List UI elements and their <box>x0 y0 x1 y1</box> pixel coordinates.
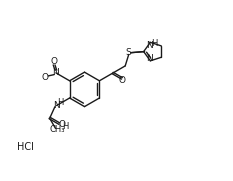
Text: O: O <box>41 73 48 82</box>
Text: H: H <box>57 98 64 107</box>
Text: H: H <box>152 39 158 48</box>
Text: N: N <box>53 101 60 110</box>
Text: N: N <box>52 68 59 77</box>
Text: O: O <box>119 76 126 85</box>
Text: HCl: HCl <box>17 142 33 152</box>
Text: N: N <box>147 41 153 50</box>
Text: O: O <box>51 57 58 66</box>
Text: H: H <box>62 122 69 131</box>
Text: O: O <box>58 120 65 129</box>
Text: CH₃: CH₃ <box>49 125 65 134</box>
Text: N: N <box>146 54 153 63</box>
Text: S: S <box>126 48 132 57</box>
